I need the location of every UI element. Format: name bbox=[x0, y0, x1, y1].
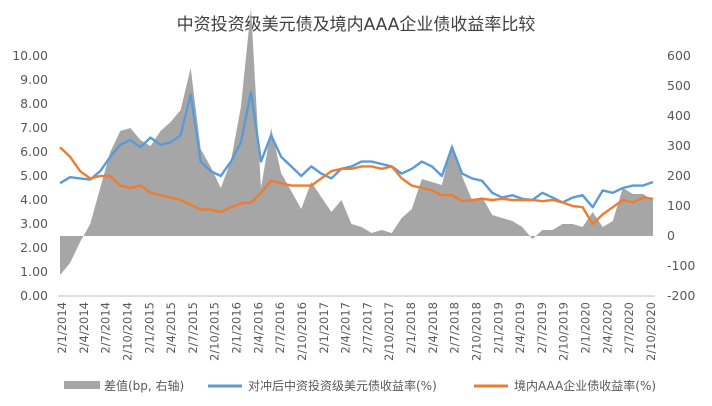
x-tick-label: 2/7/2018 bbox=[448, 302, 462, 354]
domestic-aaa-yield-line bbox=[59, 146, 654, 226]
right-axis: -200 -100 0 100 200 300 400 500 600 bbox=[667, 48, 695, 303]
x-tick-label: 2/1/2015 bbox=[142, 302, 156, 354]
x-tick-label: 2/1/2018 bbox=[404, 302, 418, 354]
x-tick-label: 2/7/2014 bbox=[99, 302, 113, 354]
x-tick-label: 2/1/2016 bbox=[230, 302, 244, 354]
x-tick-label: 2/7/2020 bbox=[622, 302, 636, 354]
right-tick-label: 500 bbox=[667, 78, 691, 93]
x-tick-label: 2/4/2020 bbox=[600, 302, 614, 354]
x-tick-label: 2/4/2016 bbox=[251, 302, 265, 354]
x-tick-label: 2/1/2014 bbox=[55, 302, 69, 354]
x-tick-label: 2/1/2019 bbox=[491, 302, 505, 354]
legend-label: 对冲后中资投资级美元债收益率(%) bbox=[248, 378, 437, 393]
x-tick-label: 2/7/2019 bbox=[535, 302, 549, 354]
x-tick-label: 2/10/2016 bbox=[295, 302, 309, 361]
right-tick-label: 300 bbox=[667, 138, 691, 153]
left-tick-label: 0.00 bbox=[20, 288, 48, 303]
legend: 差值(bp, 右轴) 对冲后中资投资级美元债收益率(%) 境内AAA企业债收益率(%… bbox=[64, 378, 656, 393]
usd-bond-yield-line bbox=[59, 90, 654, 209]
left-tick-label: 1.00 bbox=[20, 264, 48, 279]
right-tick-label: 0 bbox=[667, 228, 675, 243]
legend-label: 差值(bp, 右轴) bbox=[104, 378, 184, 393]
left-tick-label: 4.00 bbox=[20, 192, 48, 207]
plot-area bbox=[59, 8, 654, 275]
x-tick-label: 2/7/2017 bbox=[360, 302, 374, 354]
left-axis: 0.00 1.00 2.00 3.00 4.00 5.00 6.00 7.00 8.00 9.00… bbox=[12, 48, 48, 303]
left-tick-label: 9.00 bbox=[20, 72, 48, 87]
x-axis: 2/1/2014 2/4/2014 2/7/2014 2/10/2014 2/1/201… bbox=[55, 295, 658, 361]
spread-area-series bbox=[60, 8, 653, 275]
right-tick-label: 400 bbox=[667, 108, 691, 123]
right-tick-label: -100 bbox=[667, 258, 695, 273]
left-tick-label: 2.00 bbox=[20, 240, 48, 255]
left-tick-label: 5.00 bbox=[20, 168, 48, 183]
legend-label: 境内AAA企业债收益率(%) bbox=[514, 378, 656, 393]
x-tick-label: 2/10/2019 bbox=[557, 302, 571, 361]
left-tick-label: 10.00 bbox=[12, 48, 48, 63]
x-tick-label: 2/10/2014 bbox=[120, 302, 134, 361]
x-tick-label: 2/4/2017 bbox=[339, 302, 353, 354]
left-tick-label: 8.00 bbox=[20, 96, 48, 111]
x-tick-label: 2/4/2014 bbox=[77, 302, 91, 354]
x-tick-label: 2/7/2015 bbox=[186, 302, 200, 354]
right-tick-label: 600 bbox=[667, 48, 691, 63]
x-tick-label: 2/1/2020 bbox=[579, 302, 593, 354]
x-tick-label: 2/10/2020 bbox=[644, 302, 658, 361]
left-tick-label: 3.00 bbox=[20, 216, 48, 231]
left-tick-label: 6.00 bbox=[20, 144, 48, 159]
right-tick-label: 200 bbox=[667, 168, 691, 183]
x-tick-label: 2/4/2015 bbox=[164, 302, 178, 354]
x-tick-label: 2/4/2018 bbox=[426, 302, 440, 354]
x-tick-label: 2/10/2018 bbox=[469, 302, 483, 361]
x-tick-label: 2/4/2019 bbox=[513, 302, 527, 354]
left-tick-label: 7.00 bbox=[20, 120, 48, 135]
chart-title: 中资投资级美元债及境内AAA企业债收益率比较 bbox=[177, 15, 536, 35]
right-tick-label: 100 bbox=[667, 198, 691, 213]
right-tick-label: -200 bbox=[667, 288, 695, 303]
x-tick-label: 2/10/2017 bbox=[382, 302, 396, 361]
x-tick-label: 2/7/2016 bbox=[273, 302, 287, 354]
x-tick-label: 2/10/2015 bbox=[208, 302, 222, 361]
x-tick-label: 2/1/2017 bbox=[317, 302, 331, 354]
legend-swatch bbox=[64, 381, 100, 389]
